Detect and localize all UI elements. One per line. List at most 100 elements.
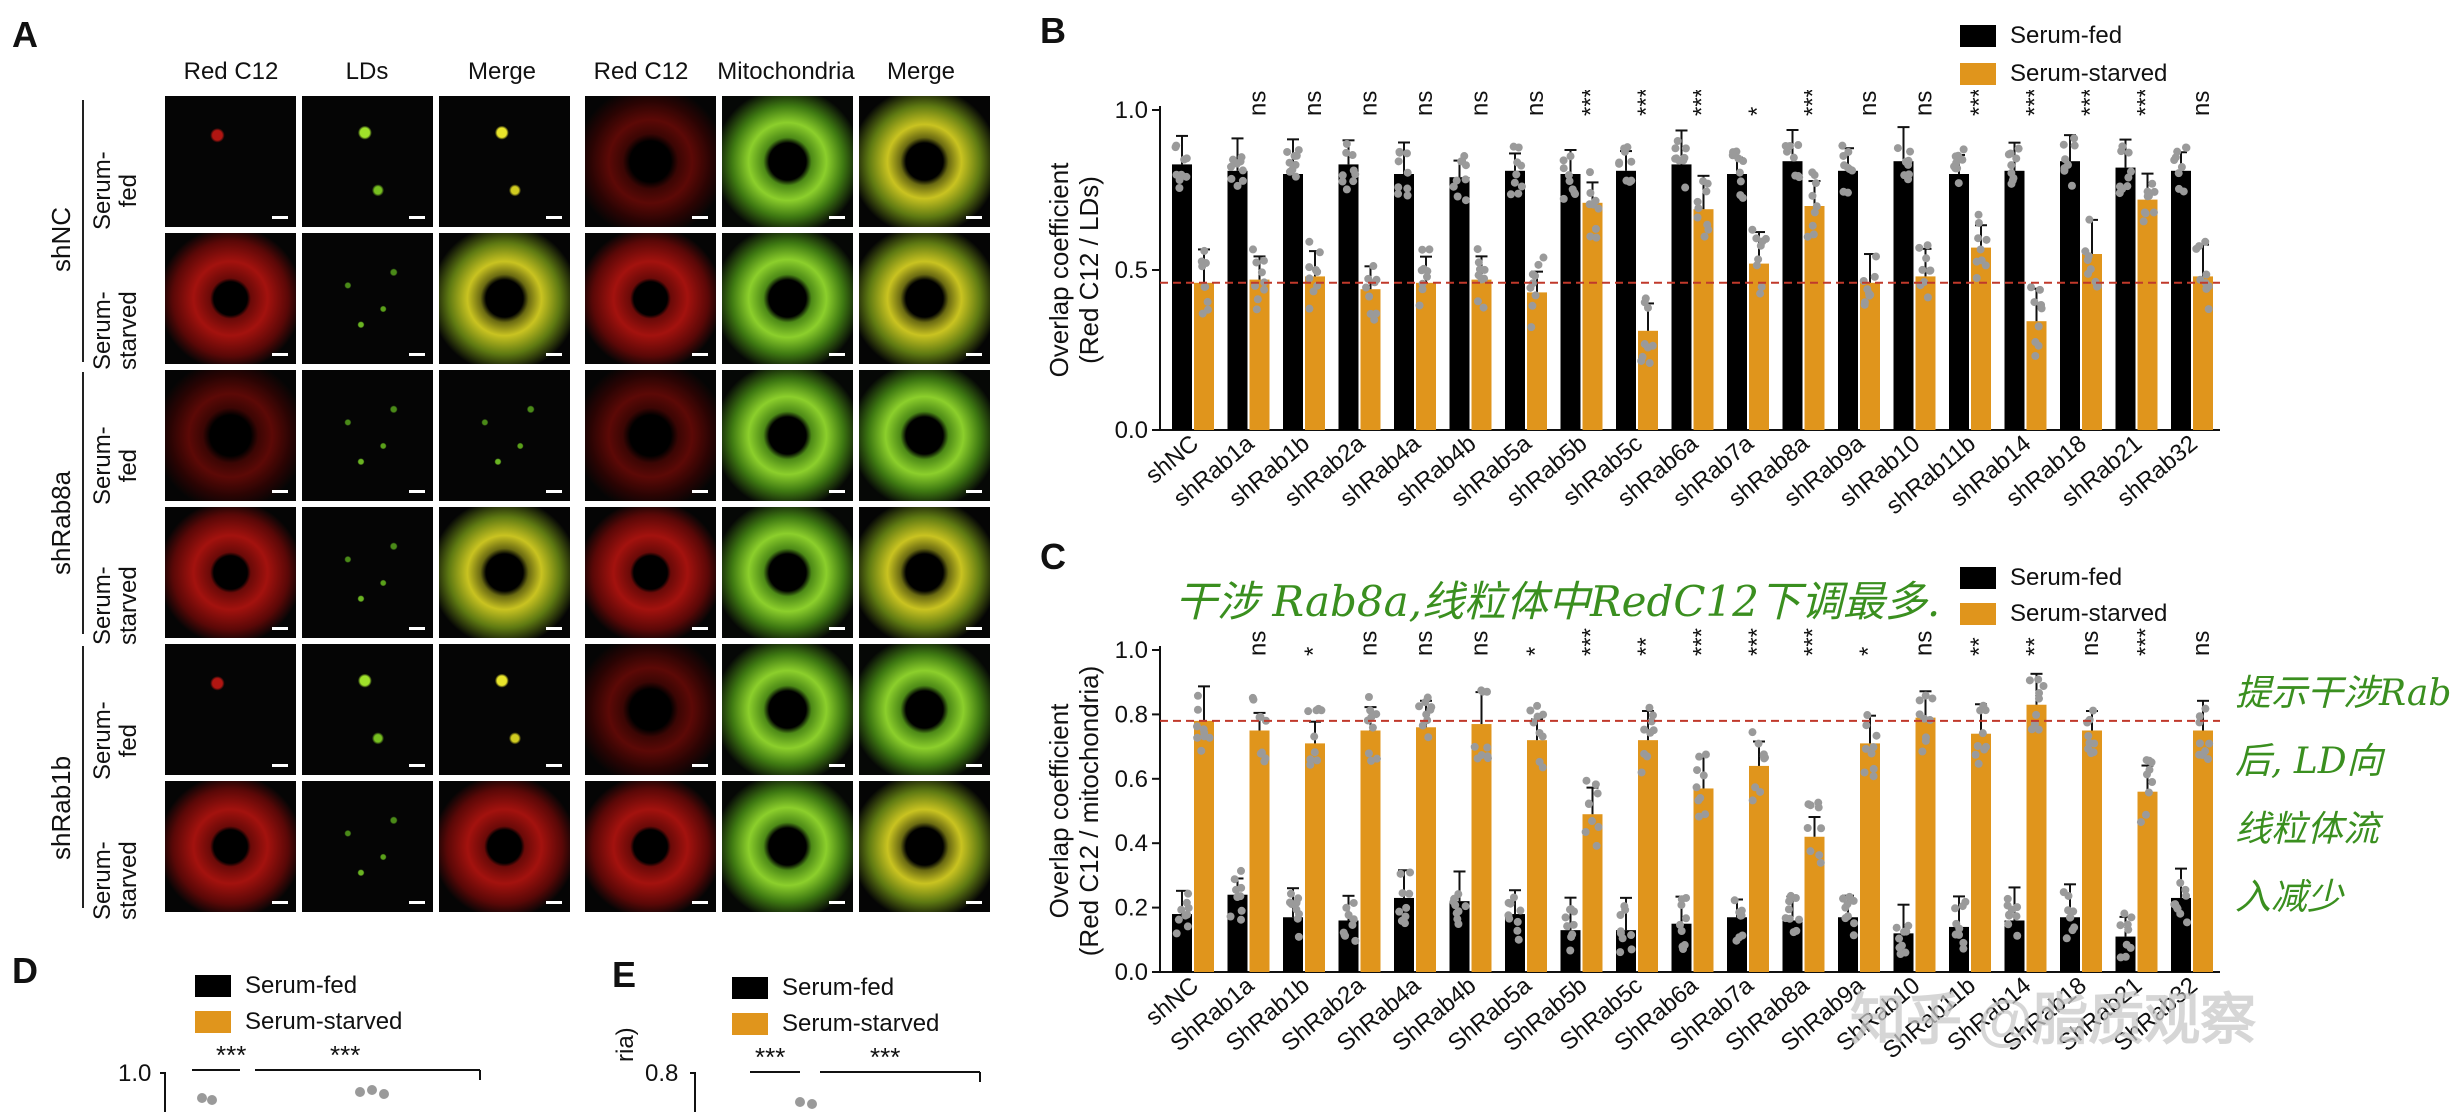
- data-point-serum-fed: [1795, 915, 1804, 924]
- significance-label: ns: [1245, 631, 1272, 656]
- micrograph-tile: [585, 96, 716, 227]
- data-point-serum-starved: [1803, 232, 1812, 241]
- data-point-serum-fed: [2064, 906, 2073, 915]
- legend-label-fed: Serum-fed: [245, 972, 358, 999]
- data-point-serum-fed: [1232, 885, 1241, 894]
- data-point-serum-starved: [1415, 702, 1424, 711]
- data-point-serum-starved: [1529, 718, 1538, 727]
- data-point-serum-starved: [1925, 266, 1934, 275]
- data-point-serum-starved: [1475, 265, 1484, 274]
- data-point-serum-fed: [1182, 172, 1191, 181]
- bar-serum-fed: [1838, 170, 1858, 431]
- data-point-serum-fed: [2174, 169, 2183, 178]
- data-point-serum-starved: [1694, 204, 1703, 213]
- y-axis-label: (Red C12 / mitochondria): [1074, 666, 1104, 956]
- data-point-serum-starved: [2084, 252, 2093, 261]
- data-point-serum-starved: [1418, 721, 1427, 730]
- data-point-serum-fed: [2012, 154, 2021, 163]
- micrograph-tile: [165, 507, 296, 638]
- legend-b-fed: Serum-fed: [1960, 22, 2122, 50]
- data-point-serum-starved: [2035, 285, 2044, 294]
- data-point-serum-fed: [1839, 894, 1848, 903]
- bar-serum-fed: [1838, 917, 1858, 972]
- data-point-serum-starved: [1921, 691, 1930, 700]
- data-point-serum-starved: [1309, 287, 1318, 296]
- data-point-serum-fed: [2014, 144, 2023, 153]
- panel-e-sig-2: ***: [870, 1042, 901, 1072]
- data-point-serum-fed: [1340, 930, 1349, 939]
- bar-serum-fed: [1782, 161, 1803, 430]
- data-point-serum-fed: [1895, 943, 1904, 952]
- panel-label-d: D: [12, 950, 38, 991]
- significance-label: ns: [1245, 91, 1272, 116]
- data-point-serum-fed: [1959, 944, 1968, 953]
- data-point-serum-starved: [2203, 755, 2212, 764]
- significance-label: ns: [1300, 91, 1327, 116]
- panel-label-b: B: [1040, 10, 1066, 51]
- data-point-serum-starved: [1816, 858, 1825, 867]
- data-point-serum-fed: [2120, 909, 2129, 918]
- row-label-shnc-fed: Serum- fed: [89, 151, 142, 230]
- bar-serum-fed: [1227, 170, 1248, 431]
- data-point-serum-starved: [2037, 304, 2046, 313]
- significance-label: ***: [2077, 90, 2104, 116]
- legend-swatch-fed: [1960, 567, 1996, 589]
- data-point-serum-starved: [1305, 304, 1314, 313]
- data-point-serum-starved: [1473, 245, 1482, 254]
- data-point-serum-starved: [1693, 197, 1702, 206]
- data-point-serum-starved: [1921, 733, 1930, 742]
- data-point-serum-starved: [1648, 341, 1657, 350]
- data-point-serum-starved: [1806, 847, 1815, 856]
- bar-serum-fed: [1449, 177, 1470, 430]
- col-header-red-c12: Red C12: [183, 58, 279, 85]
- data-point-serum-starved: [1528, 270, 1537, 279]
- row-label-shrab1b-starved: Serum- starved: [89, 841, 142, 920]
- data-point-serum-starved: [1421, 698, 1430, 707]
- micrograph-tile: [302, 370, 433, 501]
- significance-label: ***: [1800, 90, 1827, 116]
- data-point-serum-starved: [1863, 711, 1872, 720]
- data-point-serum-starved: [1869, 772, 1878, 781]
- data-point-serum-starved: [1367, 713, 1376, 722]
- significance-label: ns: [2188, 91, 2215, 116]
- data-point-serum-starved: [1643, 752, 1652, 761]
- data-point-serum-fed: [1342, 148, 1351, 157]
- micrograph-tile: [585, 507, 716, 638]
- data-point-serum-starved: [2201, 747, 2210, 756]
- data-point-serum-fed: [1514, 143, 1523, 152]
- data-point-serum-fed: [1172, 929, 1181, 938]
- data-point-serum-starved: [1252, 305, 1261, 314]
- data-point-serum-fed: [2012, 912, 2021, 921]
- data-point-serum-fed: [1681, 183, 1690, 192]
- data-point-serum-fed: [1735, 168, 1744, 177]
- data-point-serum-fed: [1285, 167, 1294, 176]
- bar-serum-starved: [1860, 282, 1880, 430]
- data-point-serum-starved: [2141, 810, 2150, 819]
- data-point-serum-fed: [2118, 185, 2127, 194]
- data-point-serum-fed: [1571, 189, 1580, 198]
- data-point-serum-starved: [1866, 290, 1875, 299]
- bar-serum-fed: [1338, 920, 1359, 972]
- data-point-serum-starved: [1584, 799, 1593, 808]
- data-point-serum-fed: [1781, 141, 1790, 150]
- data-point-serum-fed: [2004, 920, 2013, 929]
- legend-label-starved: Serum-starved: [2010, 600, 2168, 627]
- significance-label: ***: [1578, 628, 1605, 656]
- data-point-serum-fed: [1843, 912, 1852, 921]
- bar-serum-fed: [1949, 926, 1969, 972]
- data-point-serum-fed: [1559, 194, 1568, 203]
- data-point-serum-starved: [1646, 728, 1655, 737]
- data-point-serum-fed: [1236, 157, 1245, 166]
- data-point-serum-fed: [2182, 891, 2191, 900]
- bar-serum-starved: [1416, 727, 1436, 972]
- data-point-serum-fed: [2005, 911, 2014, 920]
- legend-label-fed: Serum-fed: [782, 974, 895, 1001]
- micrograph-tile: [302, 781, 433, 912]
- data-point-serum-fed: [1565, 905, 1574, 914]
- data-point-serum-fed: [1291, 172, 1300, 181]
- data-point-serum-starved: [1976, 245, 1985, 254]
- data-point-serum-starved: [1808, 168, 1817, 177]
- significance-label: ns: [1411, 91, 1438, 116]
- data-point-serum-starved: [1483, 754, 1492, 763]
- data-point-serum-starved: [1803, 823, 1812, 832]
